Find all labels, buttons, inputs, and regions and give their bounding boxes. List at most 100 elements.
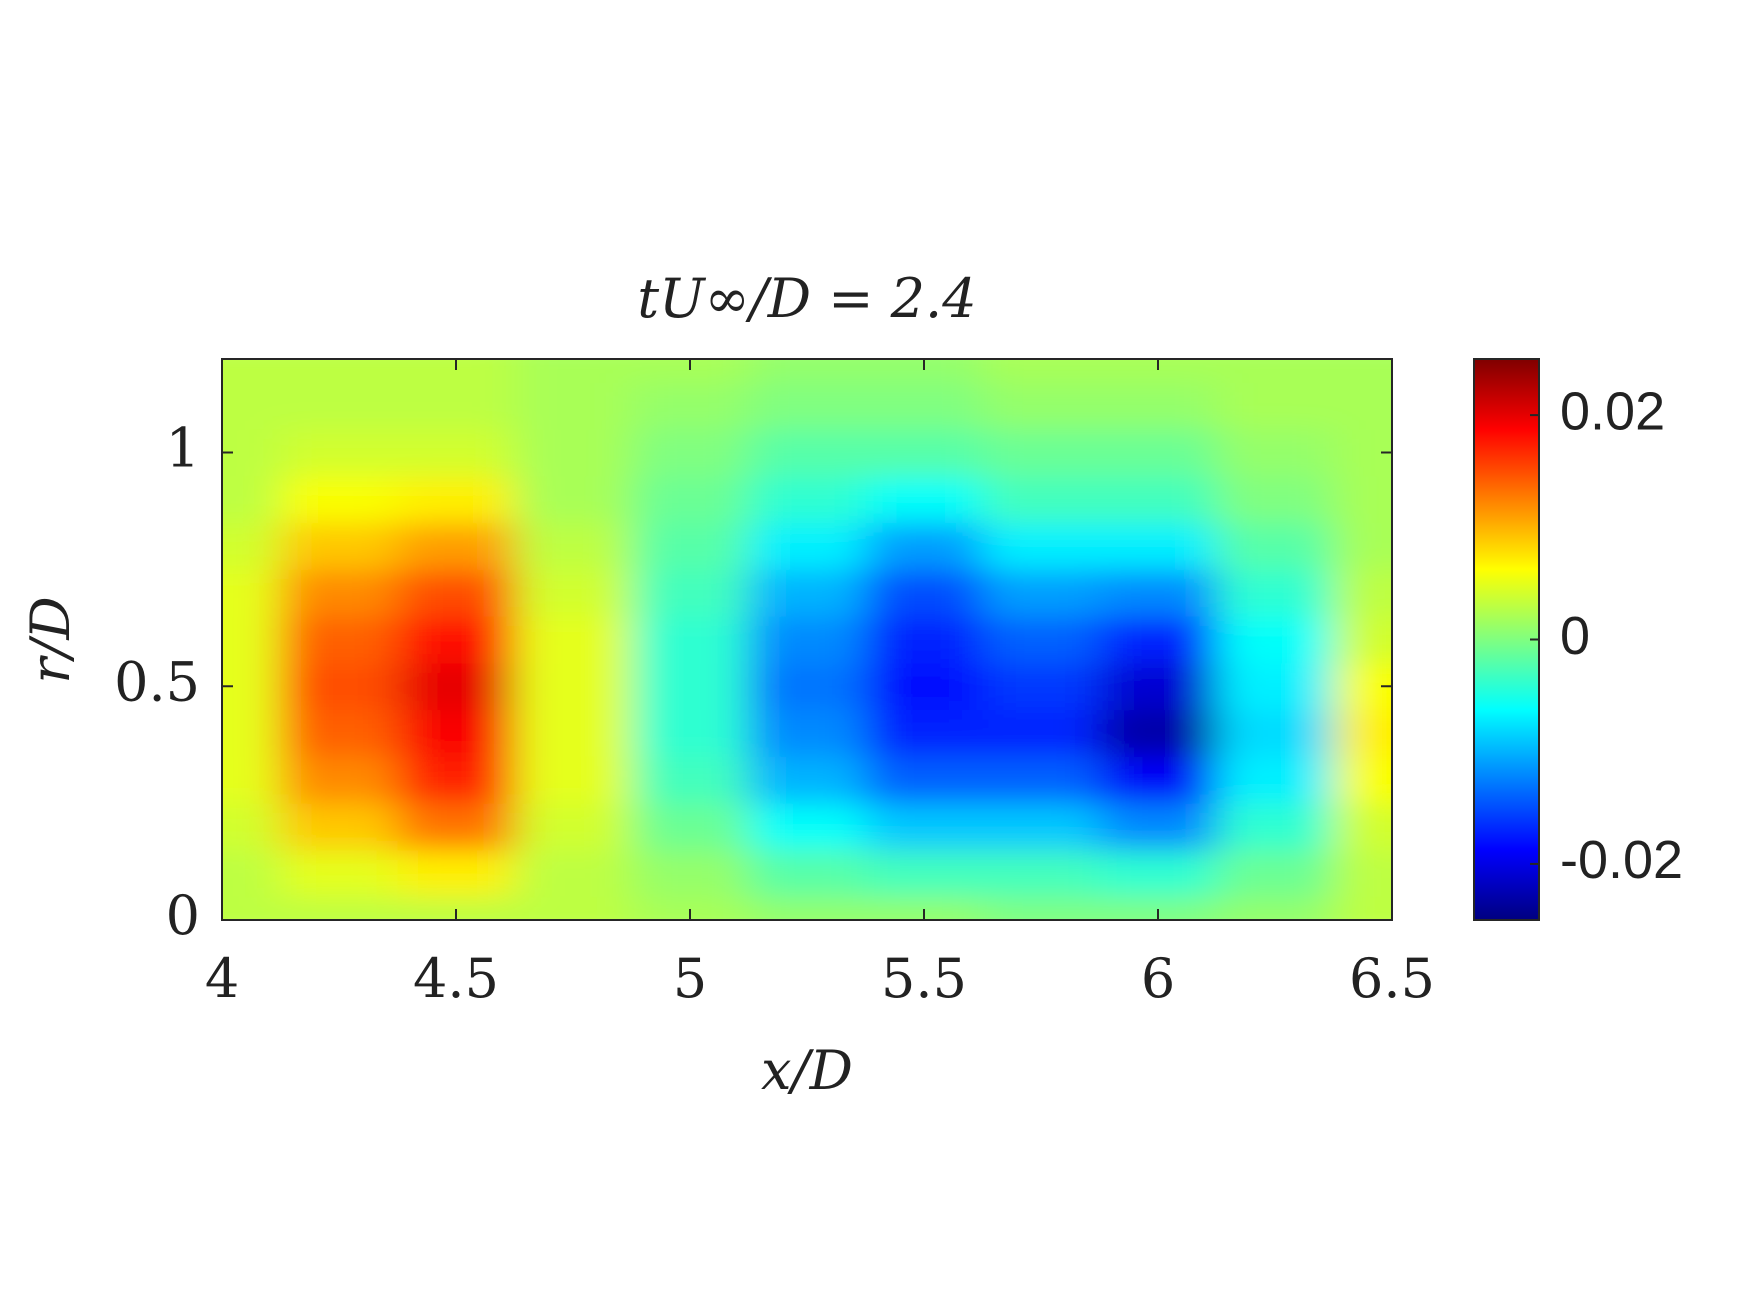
cell xyxy=(397,429,515,477)
cell xyxy=(748,709,866,757)
cell xyxy=(631,429,749,477)
cell xyxy=(1216,709,1334,757)
cell xyxy=(280,849,398,898)
cell xyxy=(982,522,1100,570)
cell xyxy=(397,709,515,757)
cell xyxy=(1216,756,1334,804)
cell xyxy=(1099,569,1217,617)
cell xyxy=(631,896,749,920)
cell xyxy=(865,896,983,920)
cell xyxy=(1216,803,1334,851)
y-tick-label: 0.5 xyxy=(114,650,200,713)
cell xyxy=(1216,475,1334,524)
cell xyxy=(631,569,749,617)
x-tick-label: 6 xyxy=(1141,947,1175,1010)
cell xyxy=(865,849,983,898)
cell xyxy=(865,616,983,664)
cell xyxy=(865,359,983,383)
cell xyxy=(1333,616,1392,664)
cell xyxy=(865,709,983,757)
cell xyxy=(865,475,983,524)
cell xyxy=(631,849,749,898)
x-tick-label: 4 xyxy=(205,947,239,1010)
cell xyxy=(1216,569,1334,617)
cell xyxy=(865,382,983,430)
y-axis-label: r/D xyxy=(19,596,82,683)
cell xyxy=(748,849,866,898)
cell xyxy=(397,569,515,617)
cell xyxy=(222,475,281,524)
cell xyxy=(1099,429,1217,477)
cell xyxy=(1099,475,1217,524)
cell xyxy=(865,569,983,617)
cell xyxy=(222,896,281,920)
cell xyxy=(748,569,866,617)
cell xyxy=(748,522,866,570)
cell xyxy=(222,522,281,570)
cell xyxy=(748,382,866,430)
cell xyxy=(631,382,749,430)
cell xyxy=(631,475,749,524)
cell xyxy=(1216,382,1334,430)
cell xyxy=(982,359,1100,383)
colorbar-tick-label: 0.02 xyxy=(1560,381,1665,441)
cell xyxy=(982,803,1100,851)
cell xyxy=(1099,359,1217,383)
cell xyxy=(1333,849,1392,898)
cell xyxy=(397,616,515,664)
cell xyxy=(222,569,281,617)
cell xyxy=(982,475,1100,524)
cell xyxy=(865,756,983,804)
cell xyxy=(865,522,983,570)
colorbar-tick-label: -0.02 xyxy=(1560,830,1683,890)
cell xyxy=(514,522,632,570)
cell xyxy=(1333,803,1392,851)
cell xyxy=(982,616,1100,664)
cells xyxy=(222,359,1392,920)
cell xyxy=(222,849,281,898)
cell xyxy=(748,429,866,477)
cell xyxy=(631,359,749,383)
cell xyxy=(280,709,398,757)
cell xyxy=(280,359,398,383)
cell xyxy=(1099,896,1217,920)
cell xyxy=(982,569,1100,617)
cell xyxy=(1333,569,1392,617)
cell xyxy=(1099,803,1217,851)
x-tick-label: 5 xyxy=(673,947,707,1010)
cell xyxy=(1099,522,1217,570)
cell xyxy=(222,709,281,757)
cell xyxy=(982,429,1100,477)
cell xyxy=(1333,522,1392,570)
cell xyxy=(1099,849,1217,898)
cell xyxy=(222,359,281,383)
cell xyxy=(1333,896,1392,920)
cell xyxy=(748,896,866,920)
cell xyxy=(397,359,515,383)
plot-frame xyxy=(221,358,1393,921)
cell xyxy=(982,896,1100,920)
x-axis-label: x/D xyxy=(761,1039,853,1102)
cell xyxy=(1333,709,1392,757)
cell xyxy=(631,662,749,711)
colorbar-tick-label: 0 xyxy=(1560,606,1590,666)
cell xyxy=(514,756,632,804)
cell xyxy=(397,803,515,851)
cell xyxy=(514,616,632,664)
cell xyxy=(1099,756,1217,804)
cell xyxy=(514,382,632,430)
cell xyxy=(1216,429,1334,477)
cell xyxy=(397,475,515,524)
cell xyxy=(514,709,632,757)
cell xyxy=(397,382,515,430)
cell xyxy=(1099,662,1217,711)
cell xyxy=(397,896,515,920)
cell xyxy=(1216,359,1334,383)
cell xyxy=(631,616,749,664)
cell xyxy=(631,522,749,570)
colorbar xyxy=(1473,358,1540,921)
cell xyxy=(982,709,1100,757)
x-tick-label: 4.5 xyxy=(413,947,499,1010)
cell xyxy=(397,662,515,711)
